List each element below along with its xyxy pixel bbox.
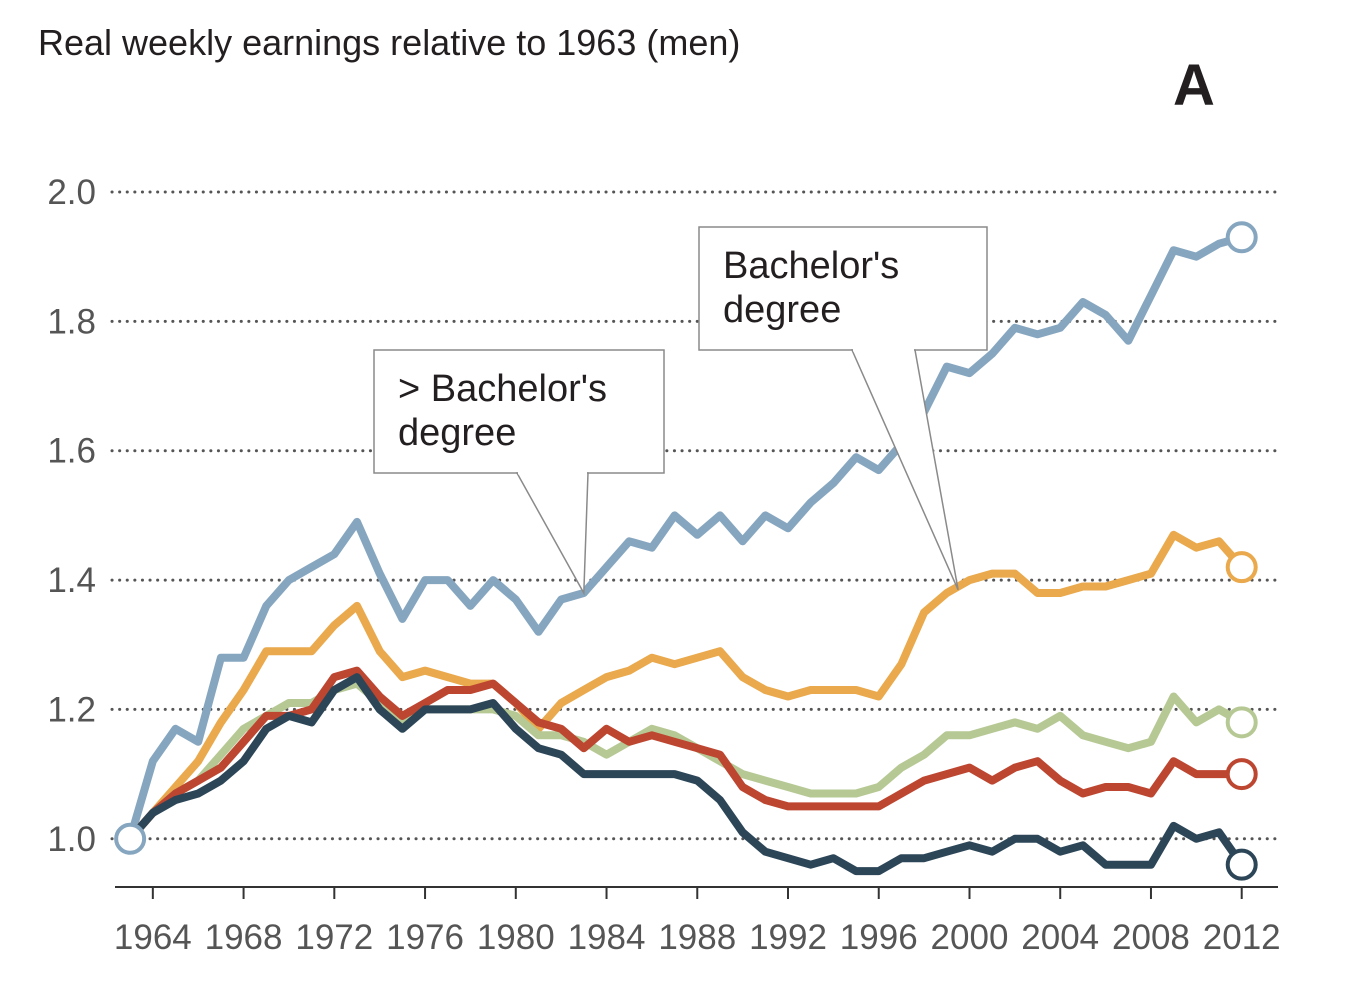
x-tick-label: 1972 bbox=[295, 918, 373, 957]
x-tick-label: 2004 bbox=[1021, 918, 1099, 957]
end-marker-grad bbox=[1225, 221, 1258, 254]
x-tick-label: 2008 bbox=[1112, 918, 1190, 957]
start-marker bbox=[114, 822, 147, 855]
y-tick-label: 1.0 bbox=[47, 820, 96, 859]
y-tick-label: 1.2 bbox=[47, 690, 96, 729]
x-tick-label: 1992 bbox=[749, 918, 827, 957]
panel-label: A bbox=[1173, 53, 1215, 118]
callout-text-line: Bachelor's bbox=[723, 245, 899, 287]
series-line-grad bbox=[126, 233, 1246, 843]
x-tick-label: 1964 bbox=[114, 918, 192, 957]
callout-box bbox=[373, 349, 665, 474]
y-tick-label: 1.4 bbox=[47, 561, 96, 600]
callout-box bbox=[698, 226, 988, 351]
end-marker-dropout bbox=[1225, 848, 1258, 881]
callout-pointer bbox=[850, 349, 959, 591]
gridlines bbox=[110, 190, 1280, 841]
x-tick-label: 1980 bbox=[477, 918, 555, 957]
x-tick-label: 1968 bbox=[205, 918, 283, 957]
callout-pointer bbox=[515, 472, 589, 596]
chart-title: Real weekly earnings relative to 1963 (m… bbox=[38, 22, 741, 63]
end-marker-some_college bbox=[1225, 706, 1258, 739]
series-line-dropout bbox=[126, 673, 1246, 876]
x-tick-label: 1996 bbox=[840, 918, 918, 957]
y-tick-label: 2.0 bbox=[47, 173, 96, 212]
end-marker-hs bbox=[1225, 758, 1258, 791]
x-axis: 1964 1968 1972 1976 1980 1984 1988 1992 1996 2000… bbox=[114, 886, 1281, 957]
x-tick-label: 2012 bbox=[1203, 918, 1281, 957]
series-endpoints bbox=[114, 221, 1258, 881]
series-line-bach bbox=[126, 530, 1246, 843]
x-tick-label: 2000 bbox=[931, 918, 1009, 957]
callout-text-line: > Bachelor's bbox=[398, 368, 607, 410]
series-line-some_college bbox=[126, 679, 1246, 843]
x-tick-label: 1984 bbox=[568, 918, 646, 957]
series-lines bbox=[126, 233, 1246, 876]
series-line-hs bbox=[126, 666, 1246, 843]
callout-text-line: degree bbox=[398, 412, 516, 454]
x-tick-label: 1988 bbox=[658, 918, 736, 957]
end-marker-bach bbox=[1225, 551, 1258, 584]
y-tick-label: 1.6 bbox=[47, 432, 96, 471]
callout-text-line: degree bbox=[723, 289, 841, 331]
y-tick-label: 1.8 bbox=[47, 302, 96, 341]
x-tick-label: 1976 bbox=[386, 918, 464, 957]
y-axis-tick-labels: 1.0 1.2 1.4 1.6 1.8 2.0 bbox=[47, 173, 96, 859]
